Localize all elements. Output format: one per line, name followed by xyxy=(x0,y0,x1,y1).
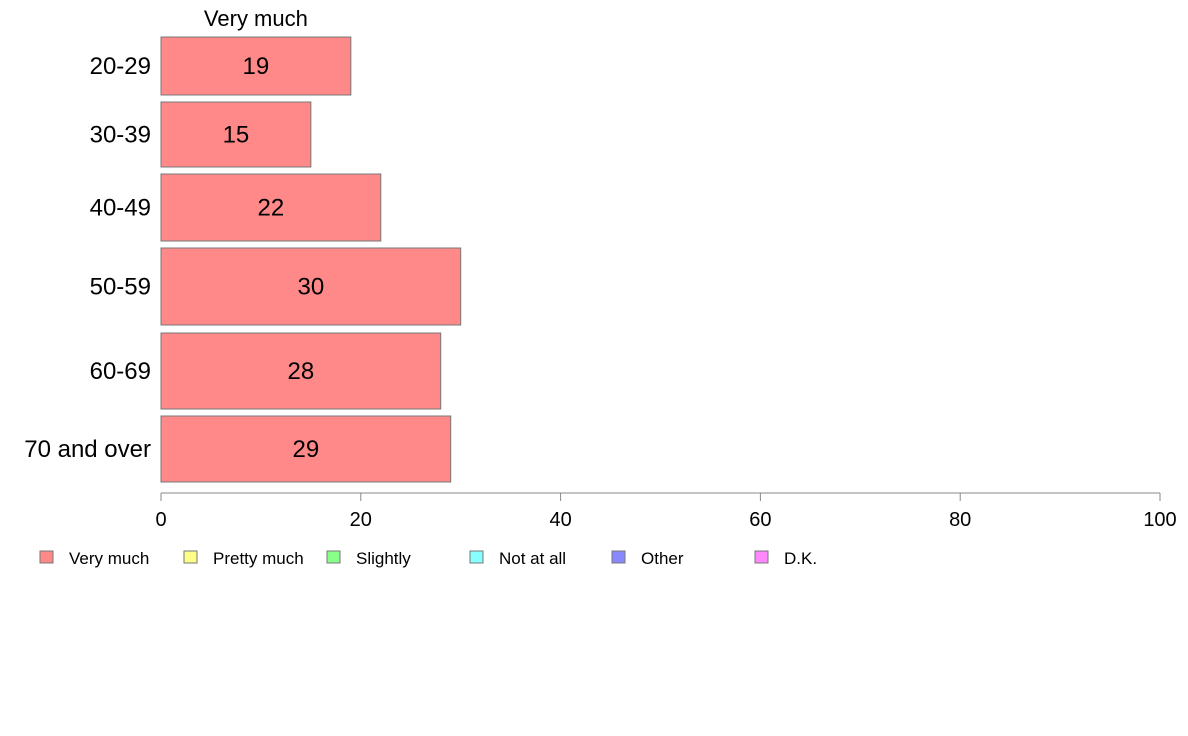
legend: Very much Pretty much Slightly Not at all Ot… xyxy=(39,549,817,568)
x-axis: 0 20 40 60 80 100 xyxy=(155,492,1177,531)
legend-swatch xyxy=(326,550,341,564)
category-label: 40-49 xyxy=(90,195,151,222)
bar xyxy=(160,36,352,96)
legend-swatch xyxy=(611,550,626,564)
bar-value-label: 30 xyxy=(297,274,324,301)
bar-value-label: 28 xyxy=(288,358,315,385)
legend-label: Very much xyxy=(69,549,149,568)
legend-swatch xyxy=(754,550,769,564)
legend-label: Pretty much xyxy=(213,549,304,568)
bar xyxy=(160,101,312,168)
category-label: 70 and over xyxy=(24,436,151,463)
bar-value-label: 19 xyxy=(243,53,270,80)
legend-label: Not at all xyxy=(499,549,566,568)
bar xyxy=(160,415,452,483)
bar xyxy=(160,332,442,410)
legend-swatch xyxy=(469,550,484,564)
legend-label: Slightly xyxy=(356,549,411,568)
x-tick-label: 60 xyxy=(749,509,771,531)
x-tick-label: 20 xyxy=(350,509,372,531)
plot-area: Very much 20-29 19 30-39 15 40-49 22 50-59 30 60-… xyxy=(24,6,462,483)
category-label: 60-69 xyxy=(90,358,151,385)
bar-value-label: 22 xyxy=(258,195,285,222)
bar xyxy=(160,173,382,242)
bar xyxy=(160,247,462,326)
legend-swatch xyxy=(183,550,198,564)
category-label: 20-29 xyxy=(90,53,151,80)
category-label: 30-39 xyxy=(90,122,151,149)
legend-swatch xyxy=(39,550,54,564)
bar-value-label: 29 xyxy=(293,436,320,463)
x-tick-label: 80 xyxy=(949,509,971,531)
series-header: Very much xyxy=(204,6,308,31)
category-label: 50-59 xyxy=(90,274,151,301)
x-tick-label: 100 xyxy=(1143,509,1176,531)
legend-label: Other xyxy=(641,549,684,568)
x-tick-label: 0 xyxy=(155,509,166,531)
x-tick-label: 40 xyxy=(549,509,571,531)
bar-value-label: 15 xyxy=(223,122,250,149)
legend-label: D.K. xyxy=(784,549,817,568)
